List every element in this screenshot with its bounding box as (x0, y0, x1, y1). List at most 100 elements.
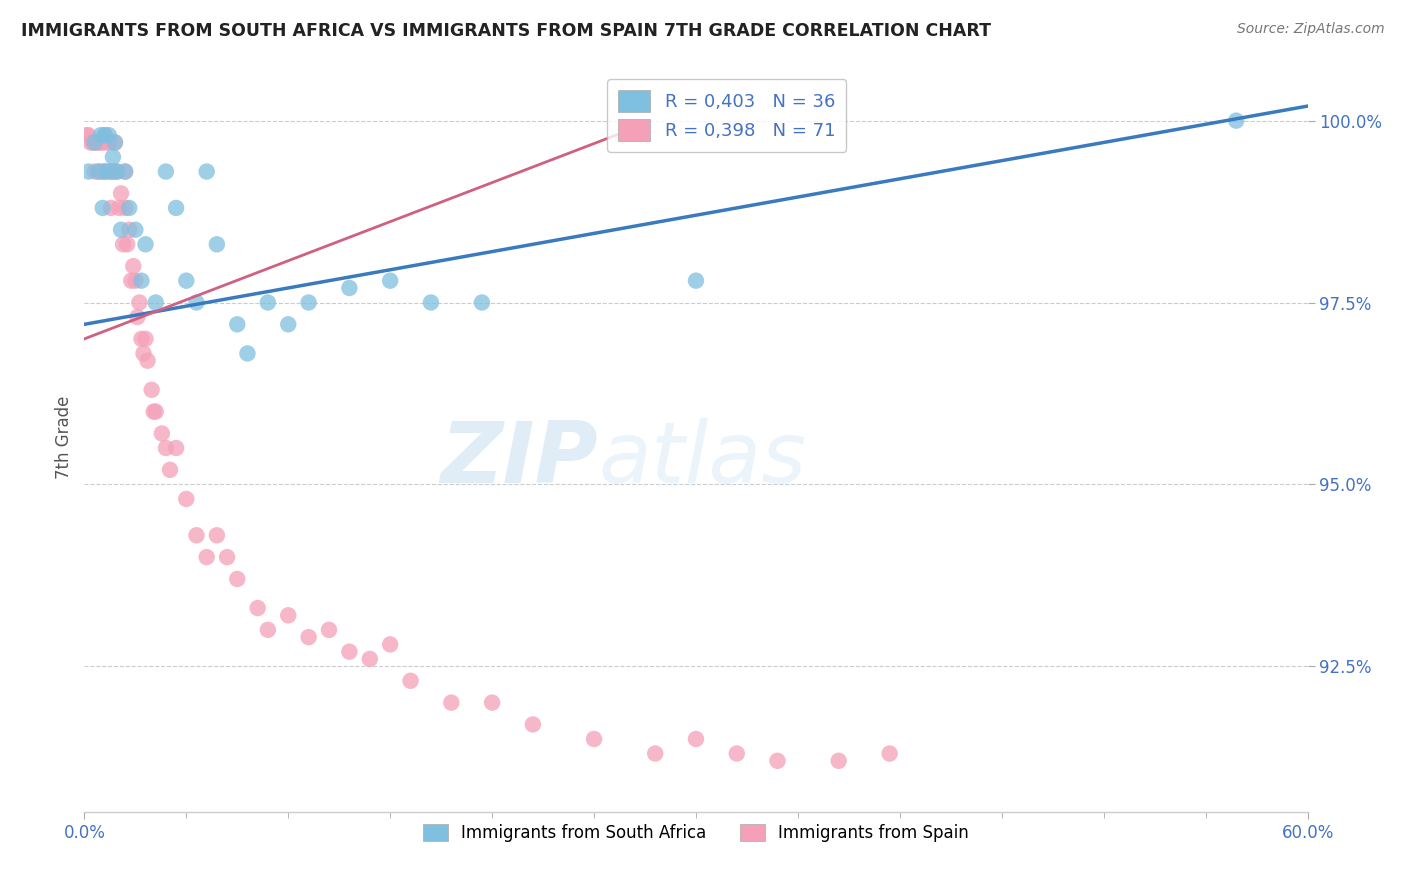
Point (112, 237, 135, 252)
Point (100, 201, 122, 215)
Point (399, 673, 422, 688)
Point (114, 201, 136, 215)
Point (339, 281, 361, 295)
Point (879, 747, 901, 761)
Point (142, 404, 165, 418)
Point (83, 136, 105, 150)
Point (118, 201, 141, 215)
Point (91, 136, 114, 150)
Point (150, 426, 173, 441)
Point (96, 136, 118, 150)
Point (145, 295, 167, 310)
Point (90, 136, 112, 150)
Point (93, 128, 115, 143)
Point (236, 346, 259, 360)
Point (359, 652, 381, 666)
Point (141, 383, 163, 397)
Point (246, 601, 269, 615)
Point (77, 164, 100, 178)
Point (104, 136, 127, 150)
Point (174, 274, 197, 288)
Point (82, 136, 104, 150)
Point (97, 136, 120, 150)
Point (104, 164, 127, 178)
Point (115, 237, 138, 252)
Point (87, 164, 110, 178)
Point (159, 463, 181, 477)
Point (77, 128, 100, 143)
Point (318, 623, 340, 637)
Text: ZIP: ZIP (440, 418, 598, 501)
Point (195, 164, 218, 178)
Point (766, 754, 789, 768)
Point (131, 332, 153, 346)
Text: atlas: atlas (598, 418, 806, 501)
Text: Source: ZipAtlas.com: Source: ZipAtlas.com (1237, 22, 1385, 37)
Point (277, 608, 299, 623)
Point (186, 295, 208, 310)
Point (118, 223, 141, 237)
Point (105, 164, 128, 178)
Text: IMMIGRANTS FROM SOUTH AFRICA VS IMMIGRANTS FROM SPAIN 7TH GRADE CORRELATION CHAR: IMMIGRANTS FROM SOUTH AFRICA VS IMMIGRAN… (21, 22, 991, 40)
Point (685, 274, 707, 288)
Point (104, 136, 127, 150)
Point (226, 318, 249, 332)
Point (79, 136, 101, 150)
Point (828, 754, 851, 768)
Point (174, 491, 197, 506)
Point (131, 274, 153, 288)
Point (135, 332, 157, 346)
Point (120, 274, 142, 288)
Point (110, 223, 132, 237)
Point (165, 201, 187, 215)
Point (135, 237, 157, 252)
Point (87, 136, 110, 150)
Point (91, 201, 114, 215)
Point (110, 186, 132, 201)
Point (101, 164, 124, 178)
Point (685, 731, 707, 746)
Y-axis label: 7th Grade: 7th Grade (55, 395, 73, 479)
Point (226, 572, 249, 586)
Point (583, 731, 606, 746)
Point (420, 295, 443, 310)
Point (298, 630, 321, 644)
Point (83, 164, 105, 178)
Point (86, 136, 108, 150)
Point (124, 274, 146, 288)
Point (205, 528, 228, 542)
Point (195, 550, 218, 565)
Point (440, 696, 463, 710)
Legend: Immigrants from South Africa, Immigrants from Spain: Immigrants from South Africa, Immigrants… (416, 817, 976, 848)
Point (97, 128, 120, 143)
Point (108, 201, 131, 215)
Point (105, 164, 128, 178)
Point (127, 310, 149, 324)
Point (93, 164, 115, 178)
Point (114, 164, 136, 178)
Point (96, 164, 118, 178)
Point (136, 353, 159, 368)
Point (257, 623, 280, 637)
Point (1225, 113, 1247, 128)
Point (132, 346, 155, 360)
Point (75, 128, 97, 143)
Point (725, 747, 748, 761)
Point (93, 164, 115, 178)
Point (124, 223, 146, 237)
Point (93, 128, 115, 143)
Point (471, 295, 494, 310)
Point (481, 696, 503, 710)
Point (380, 637, 402, 651)
Point (155, 164, 177, 178)
Point (339, 645, 361, 659)
Point (380, 274, 402, 288)
Point (100, 164, 122, 178)
Point (90, 128, 112, 143)
Point (83, 136, 105, 150)
Point (101, 150, 124, 164)
Point (522, 717, 544, 731)
Point (165, 441, 187, 455)
Point (155, 441, 177, 455)
Point (145, 404, 167, 418)
